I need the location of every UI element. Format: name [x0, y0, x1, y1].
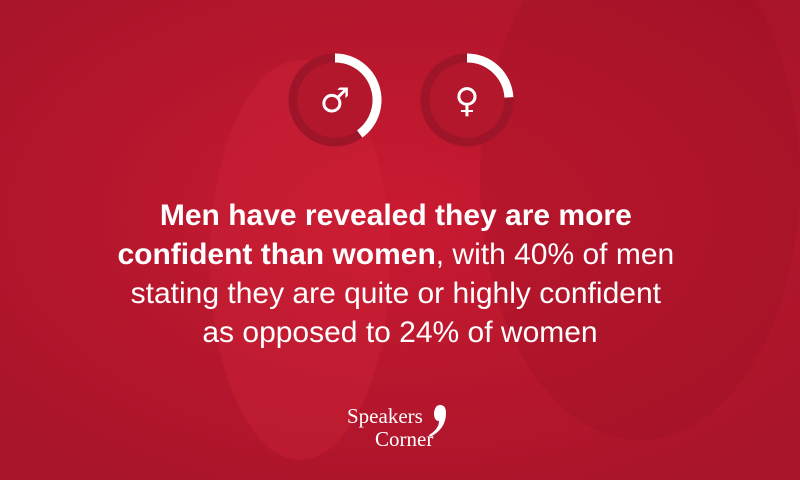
donut-arc	[334, 53, 382, 138]
logo-mark	[429, 405, 446, 437]
background-shape	[480, 0, 800, 440]
donut-group: ♂ ♀	[288, 53, 514, 147]
donut-center	[429, 62, 505, 138]
donut-arc	[466, 53, 514, 98]
headline-line: Men have revealed they are more	[160, 199, 632, 232]
headline-line: , with 40% of men	[436, 238, 674, 271]
headline-line: as opposed to 24% of women	[202, 316, 597, 349]
gender-symbol: ♂	[320, 81, 350, 121]
headline-line: stating they are quite or highly confide…	[131, 277, 662, 310]
donut-center	[297, 62, 373, 138]
headline: Men have revealed they are more confiden…	[117, 199, 682, 349]
headline-bold: confident than women	[117, 238, 435, 271]
logo-text: Speakers	[347, 404, 423, 428]
gender-symbol: ♀	[455, 81, 480, 121]
background-shape	[210, 60, 390, 460]
logo-text: Corner	[375, 427, 433, 451]
